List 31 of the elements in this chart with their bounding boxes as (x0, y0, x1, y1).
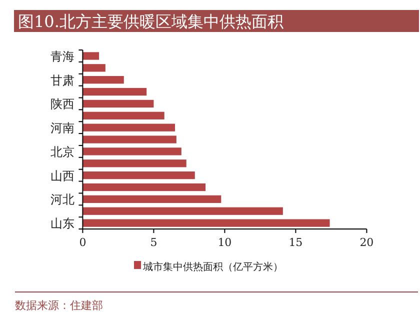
x-tick-label: 15 (288, 236, 303, 249)
y-tick-label: 陕西 (50, 97, 75, 112)
legend: 城市集中供热面积（亿平方米） (134, 261, 283, 273)
bar (82, 183, 206, 192)
y-tick-label: 甘肃 (50, 73, 75, 88)
bar (82, 76, 124, 84)
bar (82, 52, 100, 60)
bar (82, 207, 283, 215)
bar (82, 64, 106, 72)
y-tick-label: 河南 (50, 121, 75, 136)
y-tick-label: 山西 (50, 168, 75, 183)
x-tick-label: 20 (360, 236, 374, 249)
y-tick-label: 山东 (50, 216, 75, 231)
x-tick-label: 10 (218, 236, 232, 249)
bar (82, 88, 147, 96)
source-note: 数据来源：住建部 (15, 299, 103, 312)
y-tick-label: 北京 (50, 144, 75, 159)
x-tick-label: 5 (150, 236, 158, 249)
bar (82, 219, 330, 227)
y-tick-label: 河北 (50, 192, 75, 207)
bar (82, 171, 195, 180)
bar (82, 160, 186, 168)
x-tick-label: 0 (79, 236, 86, 249)
bar (82, 148, 182, 156)
bar (82, 100, 154, 108)
bar (82, 195, 222, 203)
bar (82, 124, 175, 132)
bar (82, 112, 164, 120)
chart-title: 图10.北方主要供暖区域集中供热面积 (18, 12, 284, 31)
bar (82, 136, 176, 144)
y-tick-label: 青海 (50, 49, 75, 64)
